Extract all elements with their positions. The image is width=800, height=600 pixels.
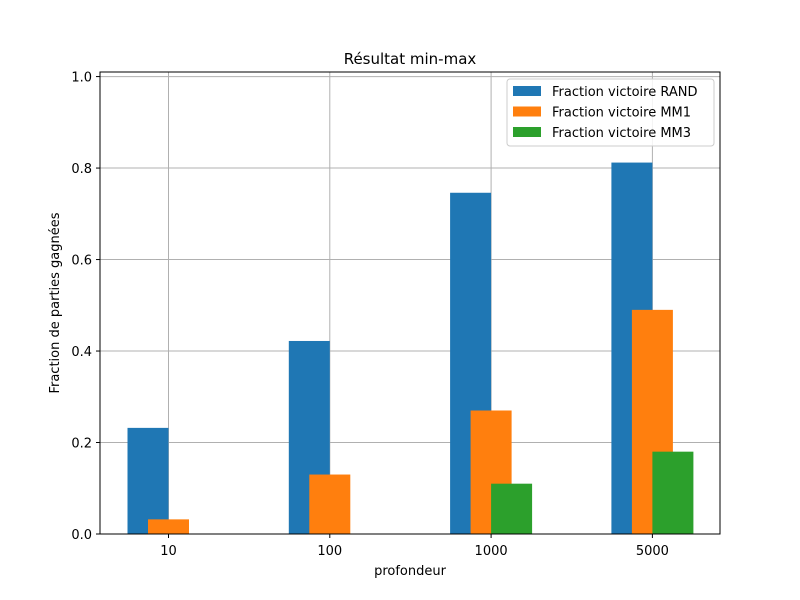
x-axis-label: profondeur: [374, 564, 447, 579]
x-tick-label-100: 100: [317, 544, 342, 559]
legend-box: [506, 78, 715, 147]
y-tick-label-0.2: 0.2: [71, 437, 92, 452]
legend-swatch-series1: [513, 86, 541, 96]
bar-series3-5000: [652, 451, 694, 534]
y-tick-label-1.0: 1.0: [71, 71, 92, 86]
legend-label-series2: Fraction victoire MM1: [552, 106, 691, 121]
legend-label-series3: Fraction victoire MM3: [552, 126, 691, 141]
x-tick-label-10: 10: [160, 544, 177, 559]
legend: Fraction victoire RAND Fraction victoire …: [506, 78, 715, 147]
legend-swatch-series2: [513, 106, 541, 117]
bar-series2-100: [309, 474, 351, 534]
ticks: 10 100 1000 5000 0.0 0.2 0.4 0.6 0.8 1.0: [71, 71, 669, 559]
y-tick-label-0.6: 0.6: [71, 254, 92, 269]
y-axis-label: Fraction de parties gagnées: [48, 212, 63, 393]
x-tick-label-5000: 5000: [636, 544, 669, 559]
bars: [127, 162, 694, 535]
bar-series1-10: [127, 427, 169, 534]
y-tick-label-0.4: 0.4: [71, 345, 92, 360]
y-tick-label-0.8: 0.8: [71, 162, 92, 177]
bar-series2-10: [148, 519, 189, 534]
y-tick-label-0.0: 0.0: [71, 528, 92, 543]
legend-label-series1: Fraction victoire RAND: [552, 85, 697, 100]
plot-frame: [99, 71, 721, 535]
chart-title: Résultat min-max: [344, 50, 477, 68]
bar-series3-1000: [491, 483, 533, 534]
x-tick-label-1000: 1000: [475, 544, 508, 559]
legend-swatch-series3: [513, 127, 541, 137]
